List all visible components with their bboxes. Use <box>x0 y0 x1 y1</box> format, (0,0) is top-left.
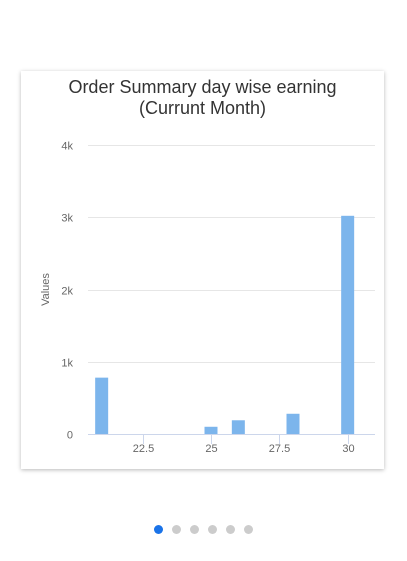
x-tick-label: 27.5 <box>269 443 290 455</box>
y-tick-label: 3k <box>61 213 73 225</box>
bar-series <box>95 215 355 434</box>
y-tick-label: 4k <box>61 141 73 153</box>
chart-title: Order Summary day wise earning (Currunt … <box>21 77 384 119</box>
chart-title-line2: (Currunt Month) <box>138 98 267 118</box>
bar <box>286 413 300 434</box>
y-tick-label: 0 <box>67 430 73 442</box>
carousel-pagination <box>0 524 407 536</box>
x-tick-label: 25 <box>205 443 217 455</box>
carousel-dot[interactable] <box>226 525 235 534</box>
carousel-dot[interactable] <box>190 525 199 534</box>
x-tick-label: 22.5 <box>133 443 154 455</box>
bar <box>341 215 355 434</box>
bar <box>95 377 109 434</box>
y-axis-title: Values <box>40 273 52 306</box>
x-tick-label: 30 <box>342 443 354 455</box>
y-tick-label: 2k <box>61 286 73 298</box>
y-tick-label: 1k <box>61 358 73 370</box>
bar-chart: 0 1k 2k 3k 4k 22.5 25 27.5 30 Values <box>40 141 375 455</box>
bar <box>231 420 245 434</box>
bar <box>204 426 218 434</box>
carousel-dot[interactable] <box>244 525 253 534</box>
carousel-dot[interactable] <box>172 525 181 534</box>
carousel-dot-active[interactable] <box>154 525 163 534</box>
carousel-dot[interactable] <box>208 525 217 534</box>
chart-card: Order Summary day wise earning (Currunt … <box>21 71 384 469</box>
axes: 0 1k 2k 3k 4k 22.5 25 27.5 30 Values <box>40 141 375 455</box>
chart-title-line1: Order Summary day wise earning <box>68 77 337 97</box>
grid-lines <box>88 145 375 435</box>
